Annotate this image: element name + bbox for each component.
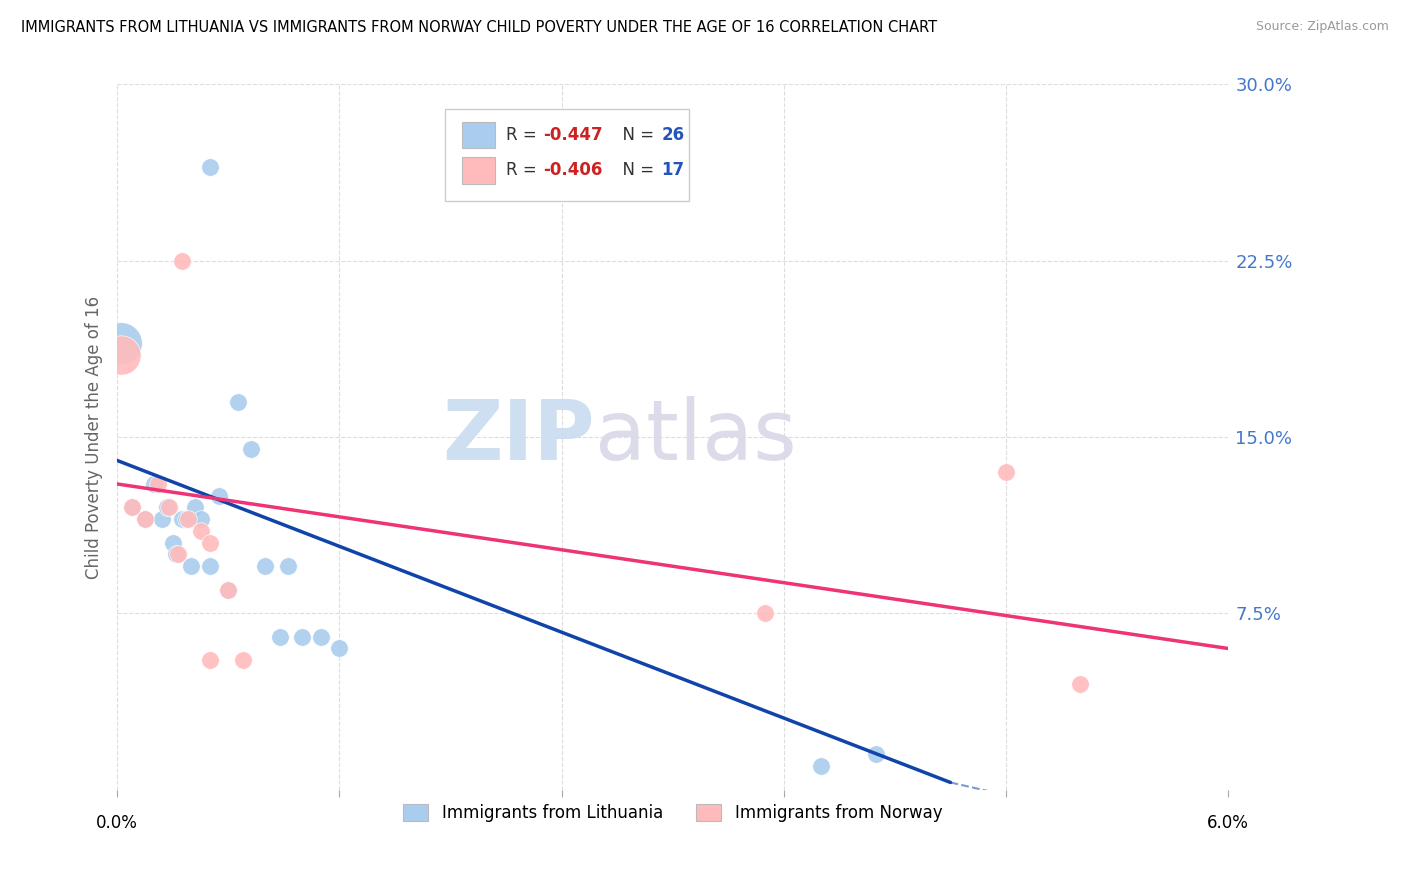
Point xyxy=(146,477,169,491)
Point xyxy=(170,253,193,268)
Text: R =: R = xyxy=(506,161,543,179)
Point xyxy=(174,512,197,526)
Point xyxy=(328,641,350,656)
Point xyxy=(156,500,179,515)
Text: Source: ZipAtlas.com: Source: ZipAtlas.com xyxy=(1256,20,1389,33)
Point xyxy=(198,653,221,667)
Point xyxy=(143,477,166,491)
Point xyxy=(167,548,190,562)
Point xyxy=(121,500,143,515)
Point xyxy=(277,559,299,574)
Point xyxy=(208,489,231,503)
Text: 17: 17 xyxy=(662,161,685,179)
Text: N =: N = xyxy=(612,126,659,145)
Point xyxy=(165,548,187,562)
Point xyxy=(309,630,332,644)
Text: -0.447: -0.447 xyxy=(543,126,602,145)
Point xyxy=(190,512,212,526)
Text: -0.406: -0.406 xyxy=(543,161,602,179)
Point xyxy=(217,582,239,597)
Point xyxy=(134,512,156,526)
Point xyxy=(110,335,132,350)
Text: 26: 26 xyxy=(662,126,685,145)
Text: atlas: atlas xyxy=(595,396,797,477)
Legend: Immigrants from Lithuania, Immigrants from Norway: Immigrants from Lithuania, Immigrants fr… xyxy=(395,796,950,830)
Point xyxy=(134,512,156,526)
Text: R =: R = xyxy=(506,126,543,145)
Point xyxy=(121,500,143,515)
Text: IMMIGRANTS FROM LITHUANIA VS IMMIGRANTS FROM NORWAY CHILD POVERTY UNDER THE AGE : IMMIGRANTS FROM LITHUANIA VS IMMIGRANTS … xyxy=(21,20,938,35)
Point xyxy=(157,500,180,515)
Point xyxy=(810,759,832,773)
Point xyxy=(198,160,221,174)
Point xyxy=(110,348,132,362)
FancyBboxPatch shape xyxy=(444,109,689,201)
Point xyxy=(254,559,277,574)
Point xyxy=(190,524,212,538)
Text: ZIP: ZIP xyxy=(443,396,595,477)
Text: 0.0%: 0.0% xyxy=(96,814,138,832)
Point xyxy=(865,747,887,762)
FancyBboxPatch shape xyxy=(461,157,495,184)
Point xyxy=(217,582,239,597)
Point xyxy=(198,559,221,574)
Point xyxy=(291,630,314,644)
Text: 6.0%: 6.0% xyxy=(1208,814,1249,832)
Text: N =: N = xyxy=(612,161,659,179)
Point xyxy=(269,630,291,644)
Point xyxy=(176,512,198,526)
Point xyxy=(162,535,184,549)
Point xyxy=(754,606,776,620)
Point xyxy=(198,535,221,549)
Point xyxy=(184,500,207,515)
Point xyxy=(995,465,1018,479)
FancyBboxPatch shape xyxy=(461,122,495,148)
Point xyxy=(150,512,173,526)
Point xyxy=(239,442,262,456)
Point xyxy=(170,512,193,526)
Point xyxy=(180,559,202,574)
Point xyxy=(226,394,249,409)
Point xyxy=(232,653,254,667)
Y-axis label: Child Poverty Under the Age of 16: Child Poverty Under the Age of 16 xyxy=(86,295,103,579)
Point xyxy=(1069,677,1091,691)
